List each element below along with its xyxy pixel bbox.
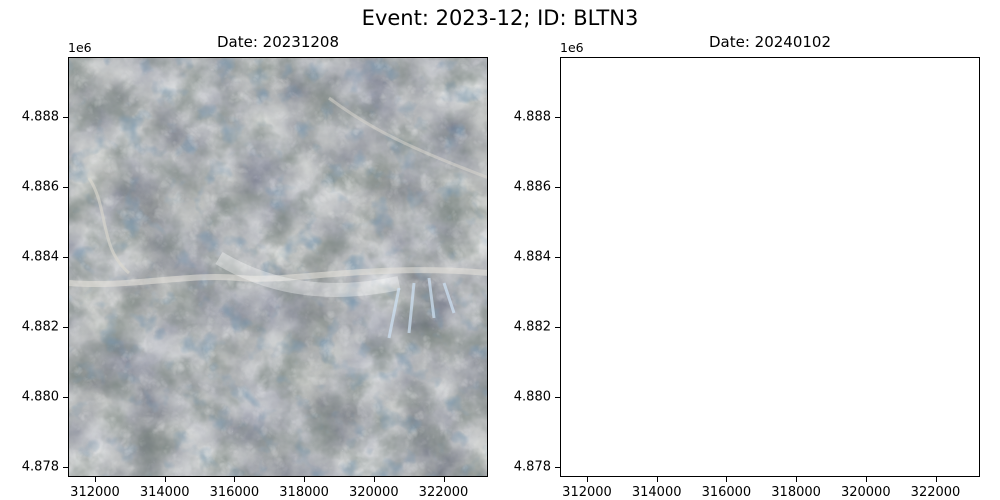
x-tick-mark: [164, 477, 166, 482]
y-tick-label: 4.878: [21, 459, 59, 475]
y-tick-label: 4.880: [513, 389, 551, 405]
y-tick-label: 4.888: [513, 109, 551, 125]
panel-left-y-exponent: 1e6: [68, 40, 92, 55]
y-tick-label: 4.886: [21, 179, 59, 195]
x-tick-label: 312000: [562, 485, 612, 500]
y-tick-mark: [63, 467, 68, 468]
figure-title: Event: 2023-12; ID: BLTN3: [361, 6, 639, 30]
y-tick-mark: [63, 187, 68, 188]
y-tick-mark: [63, 257, 68, 258]
y-tick-mark: [555, 397, 560, 398]
satellite-image: [69, 58, 487, 476]
x-tick-mark: [95, 477, 96, 482]
x-tick-mark: [304, 477, 306, 482]
y-tick-mark: [555, 257, 560, 258]
x-tick-label: 316000: [701, 485, 752, 500]
x-tick-label: 312000: [70, 485, 120, 500]
x-tick-mark: [234, 477, 236, 482]
x-tick-label: 320000: [840, 485, 891, 500]
y-tick-mark: [555, 117, 560, 118]
panel-right-frame: [560, 57, 980, 477]
panel-left-frame: [68, 57, 488, 477]
x-tick-mark: [656, 477, 658, 482]
y-tick-mark: [63, 117, 68, 118]
y-tick-label: 4.878: [513, 459, 551, 475]
y-tick-mark: [63, 327, 68, 328]
x-tick-mark: [935, 477, 937, 482]
y-tick-label: 4.880: [21, 389, 59, 405]
x-tick-mark: [796, 477, 798, 482]
panel-right: 312000 314000 316000 318000 320000 322000 4.88…: [514, 57, 980, 500]
x-tick-label: 314000: [631, 485, 682, 500]
y-tick-label: 4.882: [21, 319, 59, 335]
x-tick-mark: [865, 477, 867, 482]
panel-left-title: Date: 20231208: [216, 33, 340, 51]
x-tick-label: 318000: [279, 485, 329, 500]
y-tick-mark: [555, 327, 560, 328]
y-tick-label: 4.884: [21, 249, 59, 265]
y-tick-label: 4.888: [21, 109, 59, 125]
x-tick-mark: [587, 477, 588, 482]
x-tick-mark: [443, 477, 445, 482]
x-tick-label: 316000: [209, 485, 260, 500]
y-tick-label: 4.882: [513, 319, 551, 335]
panel-right-title: Date: 20240102: [708, 33, 832, 51]
panel-left: 312000 314000 316000 318000 320000 322000 4.88…: [22, 57, 488, 500]
x-tick-mark: [726, 477, 728, 482]
x-tick-label: 318000: [771, 485, 821, 500]
y-tick-mark: [555, 467, 560, 468]
y-tick-mark: [63, 397, 68, 398]
y-tick-label: 4.884: [513, 249, 551, 265]
x-tick-mark: [373, 477, 375, 482]
x-tick-label: 314000: [139, 485, 190, 500]
y-tick-label: 4.886: [513, 179, 551, 195]
x-tick-label: 322000: [910, 485, 961, 500]
x-tick-label: 322000: [418, 485, 469, 500]
panel-right-y-exponent: 1e6: [560, 40, 584, 55]
y-tick-mark: [555, 187, 560, 188]
x-tick-label: 320000: [348, 485, 399, 500]
